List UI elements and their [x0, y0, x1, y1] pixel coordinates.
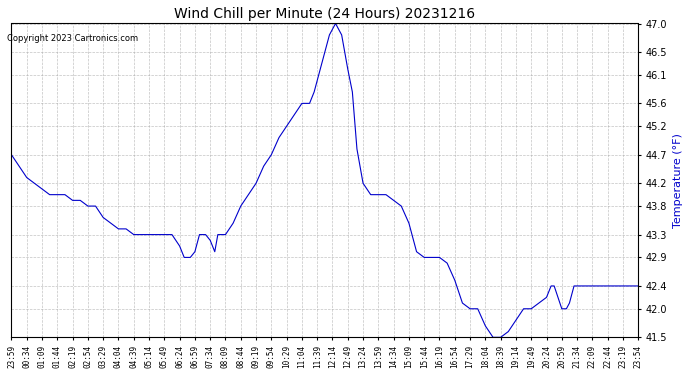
- Y-axis label: Temperature (°F): Temperature (°F): [673, 133, 683, 228]
- Text: Copyright 2023 Cartronics.com: Copyright 2023 Cartronics.com: [7, 34, 138, 43]
- Title: Wind Chill per Minute (24 Hours) 20231216: Wind Chill per Minute (24 Hours) 2023121…: [175, 7, 475, 21]
